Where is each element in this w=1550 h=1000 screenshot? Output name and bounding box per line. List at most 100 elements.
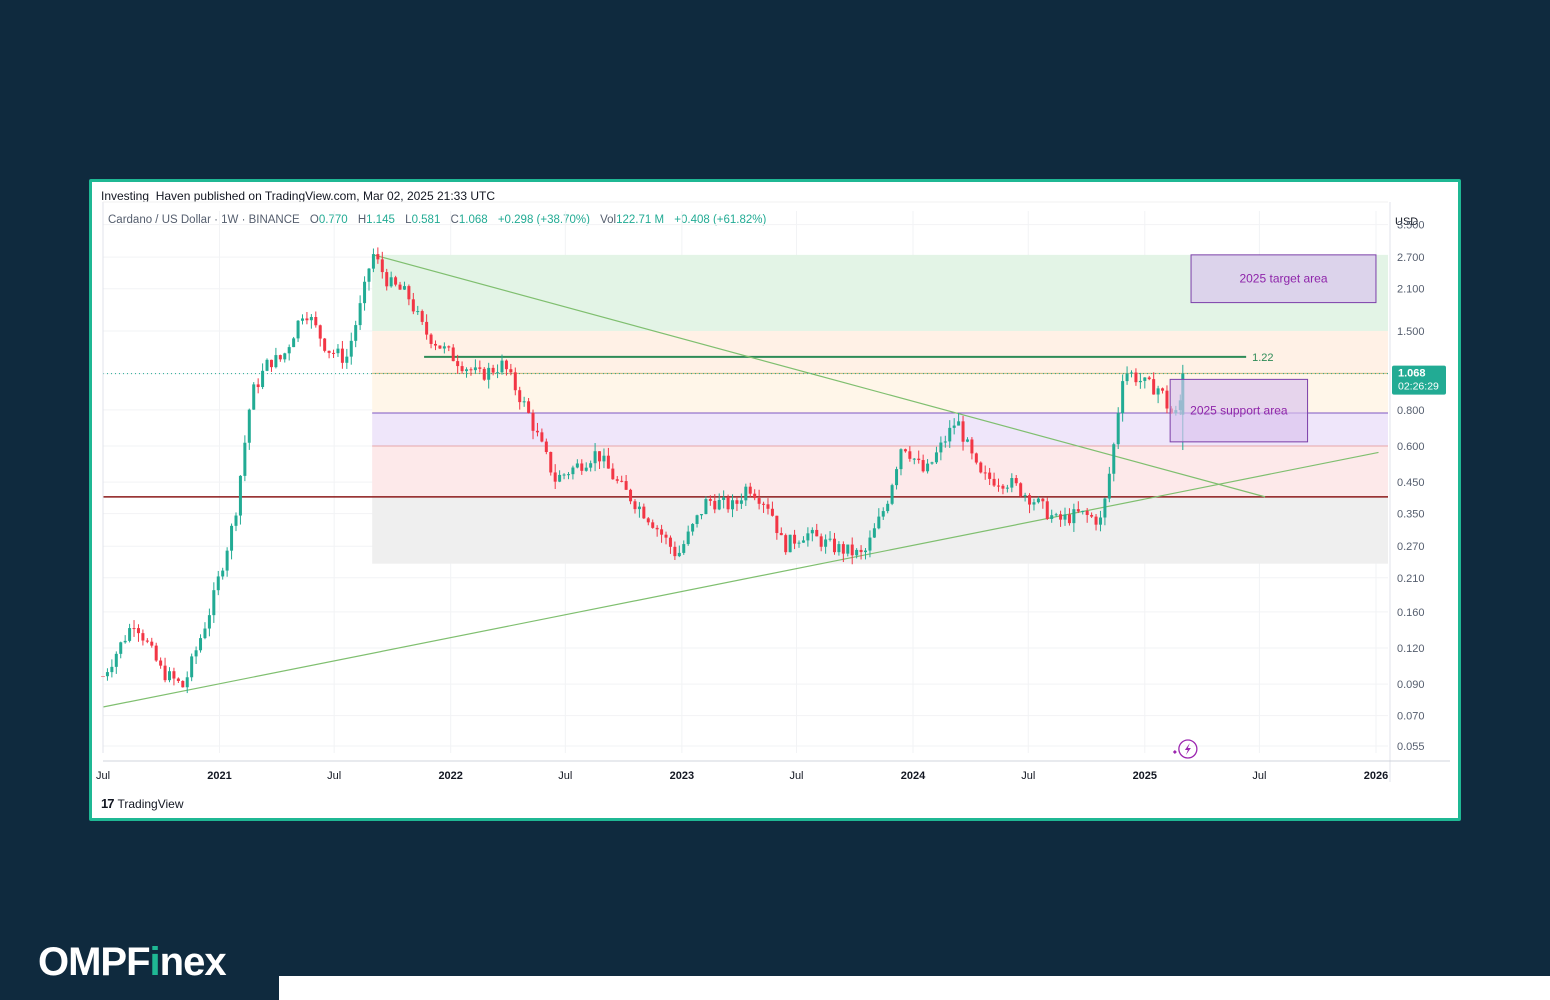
candle [278,355,282,360]
candle [261,370,265,388]
candle [926,463,930,472]
price-tick-label: 0.800 [1397,405,1425,417]
candle [832,538,836,553]
candle [673,546,677,557]
time-tick-label: Jul [789,770,803,782]
price-tick-label: 0.600 [1397,441,1425,453]
candle [473,367,477,371]
candle [110,666,114,673]
candle [704,499,708,515]
candle [132,628,136,630]
candle [1103,498,1107,518]
candle [939,442,943,453]
candle [1125,373,1129,382]
price-tick-label: 1.500 [1397,326,1425,338]
candle [456,361,460,367]
time-tick-label: 2026 [1364,770,1388,782]
candle [637,506,641,510]
published-caption: Investing_Haven published on TradingView… [101,189,496,203]
events-icon [1178,739,1198,759]
tradingview-logo[interactable]: 17 TradingView [101,796,184,811]
candle [877,516,881,529]
candle [846,544,850,554]
currency-selector[interactable]: USD [1395,216,1419,228]
candle [868,537,872,551]
candle [176,678,180,682]
volume-change: +0.408 (+61.82%) [674,214,767,226]
candle [651,522,655,528]
candle [309,316,313,321]
candle [1147,377,1151,380]
candle [957,421,961,426]
candle [593,451,597,464]
price-chart[interactable]: 1.22 2025 target area 2025 support area 3.5… [92,182,1458,818]
candle [943,441,947,443]
close-label: C [450,214,459,226]
candle [327,350,331,353]
candle [265,359,269,371]
candle [837,544,841,553]
candle [1094,516,1098,525]
candle [433,343,437,346]
candle [633,501,637,510]
trendline [373,254,1266,498]
candle [181,681,185,688]
candle [899,449,903,470]
candle [677,552,681,557]
candle [128,628,132,641]
candle [806,533,810,541]
candle [779,533,783,536]
candle [611,468,615,480]
candle [859,549,863,553]
candle [314,316,318,326]
candle [230,525,234,551]
candle [318,325,322,339]
candle [363,281,367,304]
candle [598,451,602,462]
tradingview-logo-text: TradingView [117,796,184,811]
candle [1076,509,1080,512]
candle [797,542,801,544]
candle [886,503,890,512]
candle [429,334,433,344]
candle [300,318,304,321]
candle [1041,498,1045,502]
candle [815,529,819,537]
candle [965,439,969,442]
time-tick-label: 2025 [1133,770,1157,782]
price-tick-label: 0.270 [1397,541,1425,553]
price-change: +0.298 (+38.70%) [497,214,590,226]
candle [930,462,934,464]
candle [726,497,730,510]
candle [203,628,207,639]
candle [575,463,579,468]
candle [238,475,242,516]
price-tick-label: 0.090 [1397,679,1425,691]
candle [323,338,327,351]
candle [952,425,956,428]
candle [979,462,983,473]
candle [602,455,606,462]
price-tick-label: 0.160 [1397,607,1425,619]
candle [269,359,273,368]
candle [491,367,495,373]
candle [465,369,469,372]
candle [788,534,792,553]
candle [407,286,411,300]
candle [571,467,575,475]
high-value: 1.145 [366,214,395,226]
candle [864,550,868,553]
candle [442,346,446,349]
candle [292,338,296,348]
candle [992,478,996,486]
candle [527,401,531,413]
symbol-name[interactable]: Cardano / US Dollar · 1W · BINANCE [108,214,300,226]
candle [682,544,686,553]
candle [757,498,761,504]
candle [1152,379,1156,395]
candle [970,439,974,454]
open-value: 0.770 [318,214,348,226]
candle [1112,444,1116,474]
candle [105,672,109,677]
candle [744,486,748,501]
